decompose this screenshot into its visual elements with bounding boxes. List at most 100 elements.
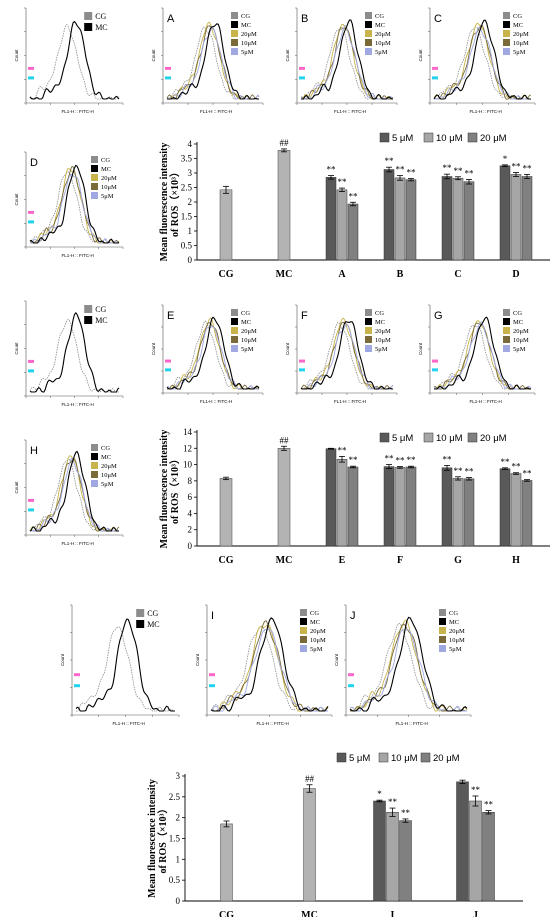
legend-label: 10 μM [436,433,463,444]
count-axis-label: Count [151,342,156,355]
bar-e [336,459,348,547]
x-category-label: I [391,910,395,917]
legend-label: 10μM [449,637,465,644]
legend-label: MC [101,166,111,173]
legend-swatch [336,752,347,763]
legend-swatch-mc [365,318,372,325]
legend-label: 20μM [101,175,117,182]
panel-label: C [434,13,442,25]
legend-swatch-mc [231,318,238,325]
bar-i [373,800,386,902]
bar-h [521,480,533,547]
curve-cg [30,171,119,244]
curve-mc [300,321,393,390]
significance-mark: * [503,154,508,164]
significance-mark: ** [523,163,533,173]
legend-swatch-20um [91,462,98,469]
legend-swatch-cg [231,309,238,316]
panel-label: G [434,310,443,322]
curve-cg [300,28,394,100]
legend-label: CG [513,13,522,20]
legend-swatch-20um [231,30,238,37]
fluorescence-mark [28,369,34,373]
y-tick-label: 12 [183,443,192,453]
legend-label: CG [449,610,458,617]
y-tick-label: 2 [188,525,193,535]
significance-mark: ** [484,800,494,810]
legend-label: 10μM [375,337,391,344]
bar-chart: 0 2 4 6 8 10 12 14 Mean fluorescence intensity of… [159,427,550,566]
legend-swatch [467,432,478,443]
legend-label: 10μM [241,40,257,47]
fluorescence-mark [28,210,34,214]
y-tick-label: 1.5 [169,834,181,844]
legend-swatch-cg [300,609,307,616]
significance-mark: ** [407,455,417,465]
significance-mark: ** [338,177,348,187]
legend-label: MC [513,22,523,29]
curve-cg [166,26,260,100]
bar-e [347,466,359,547]
bar-c [452,177,464,261]
panel-label: J [350,610,356,622]
fluorescence-mark [209,684,215,688]
bar-mc [277,150,291,261]
significance-mark: ** [349,455,359,465]
significance-mark: ** [523,469,533,479]
legend-swatch-10um [503,39,510,46]
fluorescence-mark [299,368,305,372]
legend-label: 20μM [101,463,117,470]
legend-swatch-cg [84,305,93,313]
significance-mark: ** [443,454,453,464]
y-tick-label: 6 [188,492,193,502]
legend-label: 20 μM [480,133,507,144]
legend-swatch [378,752,389,763]
legend-label: 20μM [375,31,391,38]
bar-a [336,189,348,261]
y-tick-label: 1.5 [181,212,193,222]
bar-j [482,812,495,902]
bar-cg [220,823,233,902]
fitc-axis-label: FL1-H :: FITC-H [62,109,94,114]
y-axis-title: Mean fluorescence intensity [159,430,170,549]
legend-label: 20μM [449,628,465,635]
fluorescence-mark [165,66,171,70]
y-tick-label: 2 [176,813,181,823]
legend-swatch-cg [365,309,372,316]
y-axis-title: of ROS（×10³） [168,454,181,524]
fluorescence-mark [299,76,305,80]
bar-f [394,467,406,547]
y-tick-label: 0.5 [181,241,193,251]
significance-mark: ** [349,191,359,201]
legend-swatch-mc [439,618,446,625]
bar-i [386,812,399,902]
legend-label: CG [95,12,106,21]
legend-label: 20 μM [433,753,460,764]
curve-5um [29,457,119,532]
curve-mc [433,19,531,100]
legend-label: MC [513,319,523,326]
legend-swatch-20um [365,327,372,334]
x-category-label: CG [219,269,234,280]
legend-label: CG [375,310,384,317]
significance-mark: ** [443,163,453,173]
y-tick-label: 2.5 [169,792,181,802]
legend-swatch [420,752,431,763]
y-tick-label: 2.5 [181,183,193,193]
fitc-axis-label: FL1-H :: FITC-H [334,399,366,404]
x-category-label: D [512,269,519,280]
legend-swatch-cg [365,12,372,19]
legend-label: 10μM [310,637,326,644]
significance-mark: ** [401,808,411,818]
count-axis-label: Count [195,653,200,666]
significance-mark: ** [396,456,406,466]
legend-label: MC [241,22,251,29]
legend-label: MC [375,22,385,29]
